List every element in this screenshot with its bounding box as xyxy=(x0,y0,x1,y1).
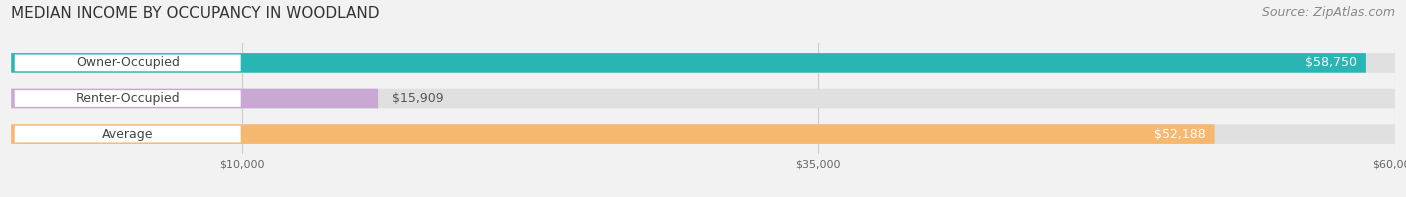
Text: Renter-Occupied: Renter-Occupied xyxy=(76,92,180,105)
FancyBboxPatch shape xyxy=(11,53,1367,73)
Text: $15,909: $15,909 xyxy=(392,92,443,105)
FancyBboxPatch shape xyxy=(14,55,240,71)
FancyBboxPatch shape xyxy=(11,89,378,108)
Text: Source: ZipAtlas.com: Source: ZipAtlas.com xyxy=(1261,6,1395,19)
FancyBboxPatch shape xyxy=(11,124,1215,144)
Text: Average: Average xyxy=(103,128,153,141)
Text: Owner-Occupied: Owner-Occupied xyxy=(76,56,180,69)
FancyBboxPatch shape xyxy=(14,126,240,142)
Text: $52,188: $52,188 xyxy=(1154,128,1205,141)
Text: $58,750: $58,750 xyxy=(1305,56,1357,69)
Text: MEDIAN INCOME BY OCCUPANCY IN WOODLAND: MEDIAN INCOME BY OCCUPANCY IN WOODLAND xyxy=(11,6,380,21)
FancyBboxPatch shape xyxy=(11,89,1395,108)
FancyBboxPatch shape xyxy=(11,124,1395,144)
FancyBboxPatch shape xyxy=(11,53,1395,73)
FancyBboxPatch shape xyxy=(14,90,240,107)
